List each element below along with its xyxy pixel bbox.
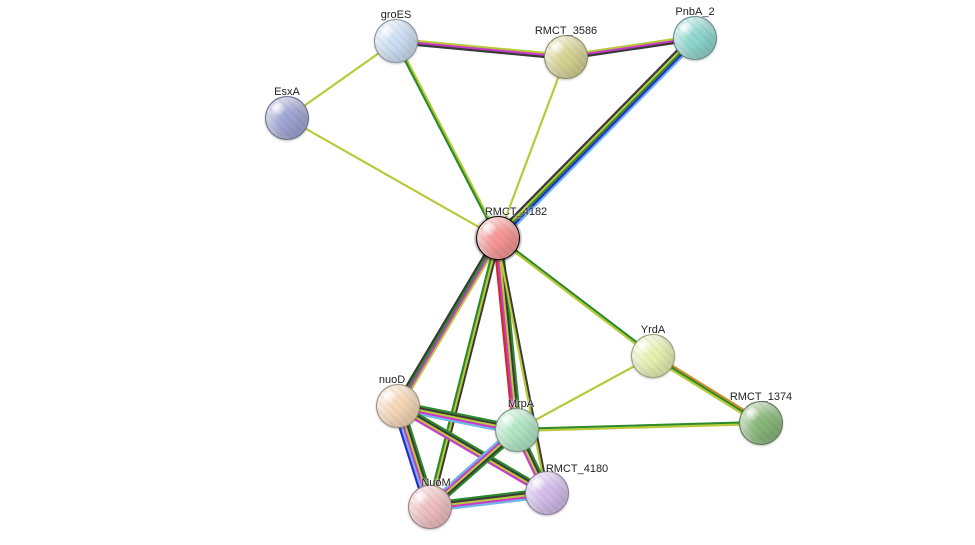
edge-experimental — [403, 426, 422, 487]
edge-textmining — [304, 53, 379, 106]
edge-database — [443, 441, 499, 490]
edge-homology — [405, 60, 488, 220]
edge-textmining — [538, 425, 740, 431]
edge-homology — [513, 53, 681, 223]
edge-textmining — [500, 259, 515, 409]
edge-experimental — [451, 498, 526, 507]
edge-homology — [515, 250, 637, 343]
edge-experimental — [418, 412, 496, 428]
edge-homology — [504, 259, 519, 409]
edge-textmining — [411, 258, 490, 390]
edge-coexpression — [407, 425, 426, 486]
node-RMCT_1374[interactable] — [739, 401, 783, 445]
edge-database — [451, 500, 526, 509]
edge-textmining — [451, 496, 526, 505]
edge-homology — [433, 258, 491, 486]
edge-layer — [0, 0, 975, 545]
edge-experimental — [523, 450, 535, 475]
edge-homology — [419, 406, 497, 422]
edge-database — [402, 427, 421, 488]
edge-coexpression — [437, 259, 495, 487]
edge-experimental — [498, 259, 513, 409]
edge-coexpression — [406, 255, 485, 387]
edge-homology — [409, 425, 428, 486]
edge-textmining — [417, 41, 545, 53]
node-groES[interactable] — [374, 19, 418, 63]
edge-textmining — [514, 252, 636, 345]
edge-cooccurrence — [400, 428, 419, 489]
edge-experimental — [444, 442, 500, 491]
node-RMCT_4180[interactable] — [525, 471, 569, 515]
node-RMCT_4182[interactable] — [476, 216, 520, 260]
edge-textmining — [407, 59, 490, 219]
edge-coexpression — [417, 45, 545, 57]
node-MrpA[interactable] — [495, 408, 539, 452]
edge-homology — [408, 256, 487, 388]
node-EsxA[interactable] — [265, 96, 309, 140]
edge-textmining — [670, 369, 742, 414]
edge-textmining — [405, 426, 424, 487]
node-nuoD[interactable] — [376, 384, 420, 428]
edge-textmining — [535, 366, 634, 420]
edge-coexpression — [510, 50, 678, 220]
edge-coexpression — [419, 408, 497, 424]
edge-textmining — [419, 410, 497, 426]
edge-coexpression — [502, 259, 517, 409]
edge-homology — [538, 423, 740, 429]
edge-coexpression — [451, 494, 526, 503]
edge-experimental — [587, 41, 674, 54]
node-PnbA_2[interactable] — [673, 16, 717, 60]
edge-textmining — [505, 77, 558, 219]
edge-coexpression — [527, 449, 539, 474]
edge-textmining — [511, 52, 679, 222]
edge-coexpression — [587, 43, 674, 56]
edge-experimental — [410, 257, 489, 389]
edge-homology — [448, 447, 504, 496]
edge-coexpression — [447, 445, 503, 494]
edge-cooccurrence — [514, 54, 682, 224]
edge-neighborhood — [672, 365, 744, 410]
network-graph: groESRMCT_3586PnbA_2EsxARMCT_4182YrdARMC… — [0, 0, 975, 545]
node-RMCT_3586[interactable] — [544, 35, 588, 79]
edge-database — [516, 56, 684, 226]
edge-textmining — [446, 444, 502, 493]
edge-homology — [529, 448, 541, 473]
edge-homology — [671, 367, 743, 412]
edge-textmining — [305, 128, 479, 227]
node-NuoM[interactable] — [408, 485, 452, 529]
edge-homology — [450, 492, 525, 501]
edge-textmining — [587, 39, 674, 52]
edge-database — [418, 414, 496, 430]
edge-experimental — [417, 43, 545, 55]
edge-textmining — [525, 449, 537, 474]
edge-fusion — [496, 259, 511, 409]
node-YrdA[interactable] — [631, 334, 675, 378]
edge-textmining — [435, 258, 493, 486]
